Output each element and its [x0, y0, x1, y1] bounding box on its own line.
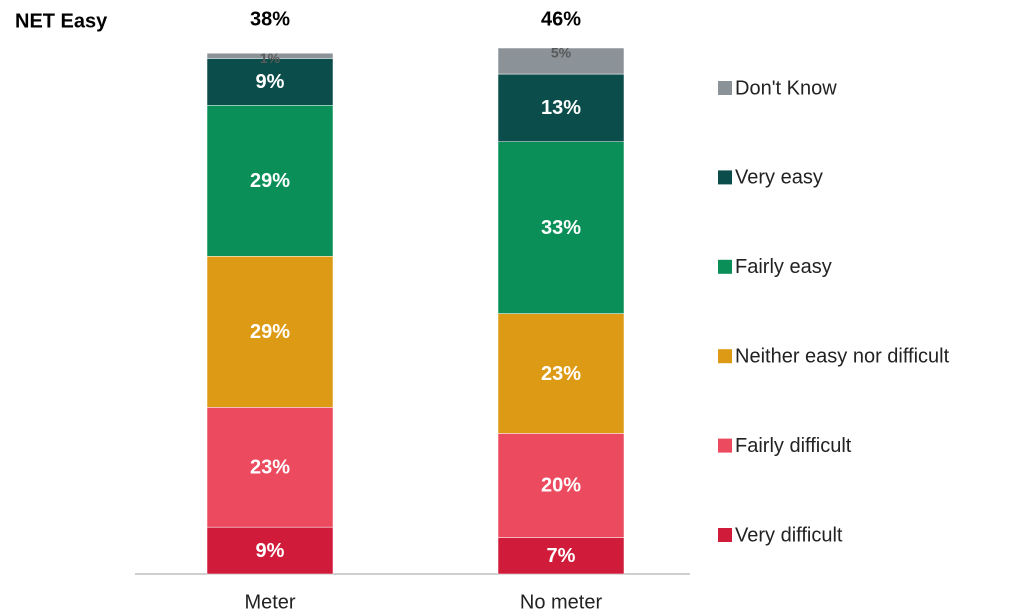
bar-segment	[206, 52, 334, 59]
bar-segment	[206, 526, 334, 575]
legend-swatch	[718, 438, 732, 453]
legend-swatch	[718, 81, 732, 95]
bar-segment	[497, 73, 625, 142]
legend-swatch	[718, 349, 732, 364]
bar-segment	[206, 256, 334, 408]
legend-label: Very difficult	[735, 524, 843, 546]
legend-swatch	[718, 170, 732, 185]
legend-label: Very easy	[735, 167, 823, 189]
bar-segment	[497, 47, 625, 75]
net-value: 38%	[250, 8, 290, 30]
net-label: NET Easy	[15, 10, 108, 32]
legend-label: Neither easy nor difficult	[735, 345, 950, 367]
data-label: 29%	[250, 321, 290, 343]
bar-segment	[206, 58, 334, 106]
legend-swatch	[718, 259, 732, 274]
x-tick-label: No meter	[520, 591, 603, 613]
data-label: 9%	[256, 540, 285, 562]
legend-label: Don't Know	[735, 77, 837, 99]
data-label: 9%	[256, 71, 285, 93]
bar-segment	[497, 537, 625, 575]
data-label: 20%	[541, 475, 581, 497]
data-label: 7%	[547, 545, 576, 567]
data-label: 29%	[250, 170, 290, 192]
legend-label: Fairly difficult	[735, 435, 852, 457]
data-label: 23%	[541, 363, 581, 385]
legend-swatch	[718, 528, 732, 542]
data-label: 1%	[260, 50, 281, 66]
bar-segment	[497, 313, 625, 434]
data-label: 33%	[541, 217, 581, 239]
bar-segment	[206, 105, 334, 257]
bar-segment	[497, 433, 625, 538]
data-label: 23%	[250, 457, 290, 479]
data-label: 5%	[551, 45, 572, 61]
bar-segment	[497, 141, 625, 314]
net-value: 46%	[541, 8, 581, 30]
legend-label: Fairly easy	[735, 256, 832, 278]
data-label: 13%	[541, 97, 581, 119]
bar-segment	[206, 407, 334, 528]
x-tick-label: Meter	[244, 591, 295, 613]
